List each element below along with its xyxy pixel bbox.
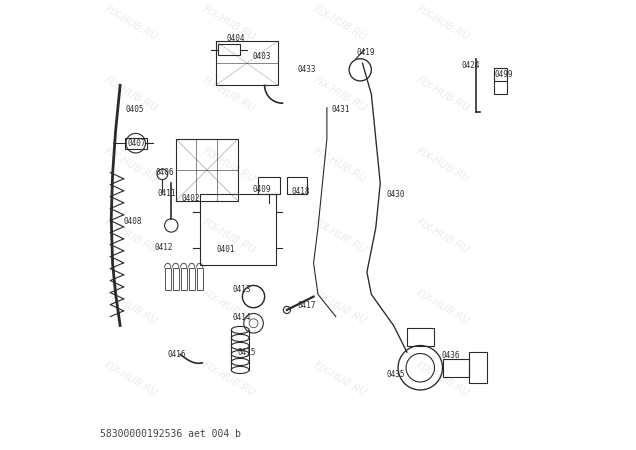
- Text: FIX-HUB.RU: FIX-HUB.RU: [312, 288, 368, 327]
- Text: 0499: 0499: [495, 70, 513, 79]
- Text: FIX-HUB.RU: FIX-HUB.RU: [414, 360, 471, 398]
- Bar: [469, 352, 487, 383]
- Text: 0414: 0414: [232, 313, 251, 322]
- Text: FIX-HUB.RU: FIX-HUB.RU: [103, 75, 160, 113]
- Text: 0419: 0419: [357, 49, 375, 58]
- Text: 0436: 0436: [441, 351, 460, 360]
- Text: FIX-HUB.RU: FIX-HUB.RU: [201, 288, 258, 327]
- Text: FIX-HUB.RU: FIX-HUB.RU: [201, 4, 258, 42]
- Bar: [181, 268, 187, 290]
- Text: FIX-HUB.RU: FIX-HUB.RU: [312, 217, 368, 256]
- Text: 0424: 0424: [462, 61, 480, 70]
- Bar: [172, 268, 179, 290]
- Text: FIX-HUB.RU: FIX-HUB.RU: [414, 75, 471, 113]
- Text: 0408: 0408: [123, 216, 142, 225]
- Text: 0412: 0412: [155, 243, 173, 252]
- Text: FIX-HUB.RU: FIX-HUB.RU: [201, 75, 258, 113]
- Text: FIX-HUB.RU: FIX-HUB.RU: [103, 4, 160, 42]
- Bar: [125, 138, 147, 148]
- Text: 0402: 0402: [181, 194, 200, 203]
- Text: 0411: 0411: [158, 189, 176, 198]
- Text: 0406: 0406: [156, 167, 174, 176]
- Text: FIX-HUB.RU: FIX-HUB.RU: [414, 4, 471, 42]
- Text: 0435: 0435: [387, 370, 405, 379]
- Bar: [189, 268, 195, 290]
- Bar: [200, 194, 276, 266]
- Text: FIX-HUB.RU: FIX-HUB.RU: [312, 360, 368, 398]
- Text: FIX-HUB.RU: FIX-HUB.RU: [414, 146, 471, 184]
- Bar: [197, 268, 203, 290]
- Text: FIX-HUB.RU: FIX-HUB.RU: [414, 288, 471, 327]
- Bar: [216, 41, 278, 86]
- Text: FIX-HUB.RU: FIX-HUB.RU: [312, 75, 368, 113]
- Text: FIX-HUB.RU: FIX-HUB.RU: [103, 360, 160, 398]
- Text: 0431: 0431: [331, 105, 350, 114]
- Bar: [258, 176, 280, 194]
- Text: FIX-HUB.RU: FIX-HUB.RU: [103, 146, 160, 184]
- Text: FIX-HUB.RU: FIX-HUB.RU: [414, 217, 471, 256]
- Text: FIX-HUB.RU: FIX-HUB.RU: [312, 146, 368, 184]
- Text: 0413: 0413: [232, 285, 251, 294]
- Text: 0401: 0401: [217, 245, 235, 254]
- Bar: [494, 68, 507, 94]
- Bar: [218, 45, 240, 55]
- Text: FIX-HUB.RU: FIX-HUB.RU: [201, 360, 258, 398]
- Bar: [287, 176, 307, 194]
- Text: FIX-HUB.RU: FIX-HUB.RU: [312, 4, 368, 42]
- Text: 0415: 0415: [237, 348, 256, 357]
- Text: 0416: 0416: [168, 350, 186, 359]
- Text: 58300000192536 aet 004 b: 58300000192536 aet 004 b: [100, 429, 241, 439]
- Text: 0403: 0403: [252, 52, 271, 61]
- Text: 0404: 0404: [227, 34, 245, 43]
- Text: 0409: 0409: [252, 185, 271, 194]
- Bar: [443, 359, 469, 377]
- Text: FIX-HUB.RU: FIX-HUB.RU: [103, 288, 160, 327]
- Text: 0405: 0405: [126, 105, 144, 114]
- Text: FIX-HUB.RU: FIX-HUB.RU: [201, 217, 258, 256]
- Text: 0430: 0430: [387, 190, 405, 199]
- Text: 0418: 0418: [291, 187, 310, 196]
- Text: 0417: 0417: [298, 301, 316, 310]
- Text: 0433: 0433: [297, 65, 315, 74]
- Text: FIX-HUB.RU: FIX-HUB.RU: [103, 217, 160, 256]
- Bar: [165, 268, 171, 290]
- Text: FIX-HUB.RU: FIX-HUB.RU: [201, 146, 258, 184]
- Text: 0407: 0407: [128, 139, 146, 148]
- Bar: [176, 139, 238, 201]
- Bar: [407, 328, 434, 346]
